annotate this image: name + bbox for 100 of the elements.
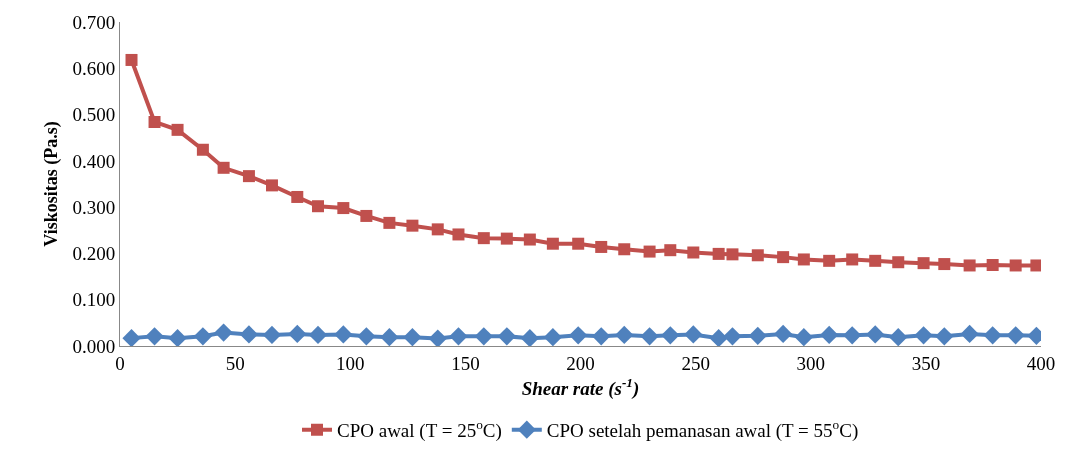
point	[360, 209, 373, 222]
point	[615, 325, 634, 344]
x-tick-label: 50	[225, 352, 245, 374]
point	[500, 232, 513, 245]
point	[122, 329, 141, 346]
x-tick-label: 350	[911, 352, 941, 374]
point	[684, 325, 703, 344]
legend-label: CPO setelah pemanasan awal (T = 55$^{o}$C)	[546, 417, 859, 443]
point	[168, 329, 187, 346]
point	[380, 328, 399, 346]
point	[986, 259, 999, 271]
point	[383, 216, 396, 229]
point	[709, 329, 728, 346]
point	[262, 325, 282, 344]
point	[148, 115, 161, 128]
point	[239, 325, 259, 344]
point	[963, 259, 976, 272]
y-axis-title: Viskositas (Pa.s)	[40, 121, 62, 247]
x-axis-title: Shear rate (s$^{-1}$)	[521, 374, 640, 400]
point	[917, 257, 930, 270]
x-tick-label: 300	[796, 352, 825, 374]
point	[712, 247, 725, 260]
point	[572, 237, 585, 250]
point	[748, 326, 767, 345]
point	[452, 228, 465, 241]
point	[403, 328, 422, 346]
point	[843, 326, 862, 345]
point	[477, 232, 490, 245]
point	[797, 253, 810, 266]
point	[823, 254, 836, 267]
point	[265, 179, 278, 192]
y-tick-label: 0.000	[72, 335, 116, 357]
point	[960, 324, 979, 344]
point	[777, 251, 790, 264]
point	[938, 258, 951, 271]
legend-label: CPO awal (T = 25$^{o}$C)	[337, 417, 502, 443]
x-tick-label: 150	[451, 352, 480, 374]
point	[543, 328, 562, 346]
y-tick-label: 0.100	[72, 289, 116, 311]
point	[214, 323, 233, 342]
point	[820, 325, 839, 344]
point	[661, 326, 680, 345]
x-tick-label: 400	[1026, 352, 1056, 374]
point	[288, 324, 307, 344]
point	[726, 248, 739, 261]
point	[914, 326, 933, 345]
point	[242, 170, 255, 183]
point	[664, 244, 677, 257]
point	[520, 329, 539, 346]
point	[774, 324, 793, 344]
point	[640, 327, 659, 346]
point	[846, 253, 859, 266]
point	[751, 249, 764, 262]
point	[196, 143, 209, 156]
y-tick-label: 0.700	[72, 11, 116, 33]
x-tick-label: 100	[336, 352, 365, 374]
y-tick-label: 0.200	[72, 243, 116, 265]
x-tick-label: 200	[566, 352, 595, 374]
point	[687, 246, 700, 259]
point	[1006, 326, 1025, 345]
point	[312, 200, 325, 213]
point	[217, 161, 230, 174]
point	[357, 327, 376, 346]
y-tick-label: 0.500	[72, 104, 116, 126]
x-tick-label: 0	[115, 352, 125, 374]
point	[889, 328, 908, 346]
point	[406, 219, 419, 232]
point	[569, 326, 588, 345]
point	[935, 327, 954, 346]
point	[171, 123, 184, 136]
point	[723, 327, 742, 346]
point	[892, 256, 905, 269]
y-tick-label: 0.600	[72, 57, 116, 79]
point	[546, 237, 559, 250]
point	[497, 327, 516, 346]
point	[643, 245, 656, 258]
point	[428, 329, 447, 346]
point	[193, 327, 212, 346]
y-tick-label: 0.300	[72, 196, 116, 218]
point	[592, 327, 611, 346]
point	[291, 190, 304, 203]
x-tick-label: 250	[681, 352, 710, 374]
point	[337, 202, 350, 215]
point	[474, 327, 493, 346]
point	[523, 233, 536, 246]
point	[334, 325, 353, 344]
point	[618, 243, 631, 256]
point	[1030, 259, 1041, 272]
point	[431, 223, 444, 236]
y-tick-label: 0.400	[72, 150, 116, 172]
point	[983, 326, 1002, 345]
point	[308, 325, 328, 344]
point	[595, 240, 608, 253]
point	[869, 254, 882, 267]
point	[794, 328, 813, 346]
point	[1009, 259, 1022, 272]
point	[449, 327, 468, 346]
point	[866, 325, 885, 344]
point	[125, 53, 138, 66]
point	[145, 327, 164, 346]
